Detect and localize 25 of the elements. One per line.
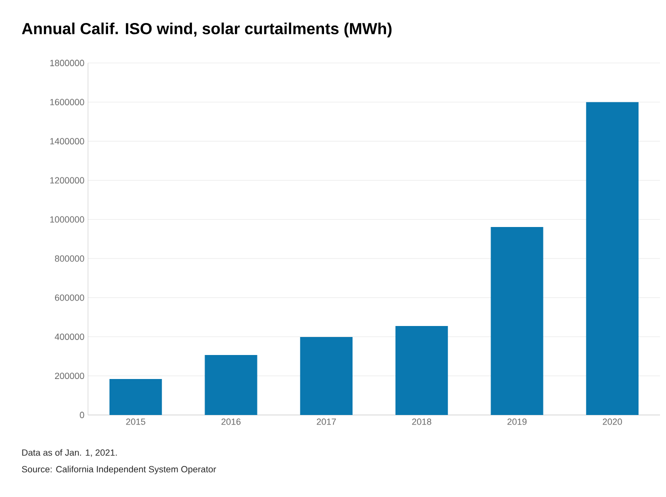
source-note: Source: California Independent System Operator xyxy=(22,466,216,474)
bar xyxy=(109,379,162,415)
y-tick-label: 1400000 xyxy=(50,138,84,144)
x-tick-label: 2018 xyxy=(412,418,432,425)
x-tick-label: 2016 xyxy=(221,418,241,425)
text: Data as of Jan. 1, 2021. xyxy=(22,449,117,457)
y-tick-label: 1600000 xyxy=(50,98,84,106)
y-tick-label: 0 xyxy=(80,412,84,418)
y-tick-label: 600000 xyxy=(55,294,84,301)
x-tick-label: 2020 xyxy=(602,418,622,425)
y-tick-label: 1800000 xyxy=(50,60,84,66)
y-tick-label: 200000 xyxy=(55,372,84,380)
x-tick-label: 2019 xyxy=(507,418,527,425)
chart-title: Annual Calif. ISO wind, solar curtailments (MWh) xyxy=(22,22,392,38)
bar xyxy=(395,326,448,415)
bar xyxy=(490,227,544,415)
bar xyxy=(204,354,258,415)
y-tick-label: 400000 xyxy=(54,334,84,340)
y-tick-label: 800000 xyxy=(54,255,84,262)
x-tick-label: 2017 xyxy=(316,418,336,425)
bar xyxy=(300,336,353,415)
x-tick-label: 2015 xyxy=(126,418,146,425)
bar xyxy=(586,102,639,415)
y-tick-label: 1200000 xyxy=(50,177,84,184)
y-tick-label: 1000000 xyxy=(50,216,84,223)
